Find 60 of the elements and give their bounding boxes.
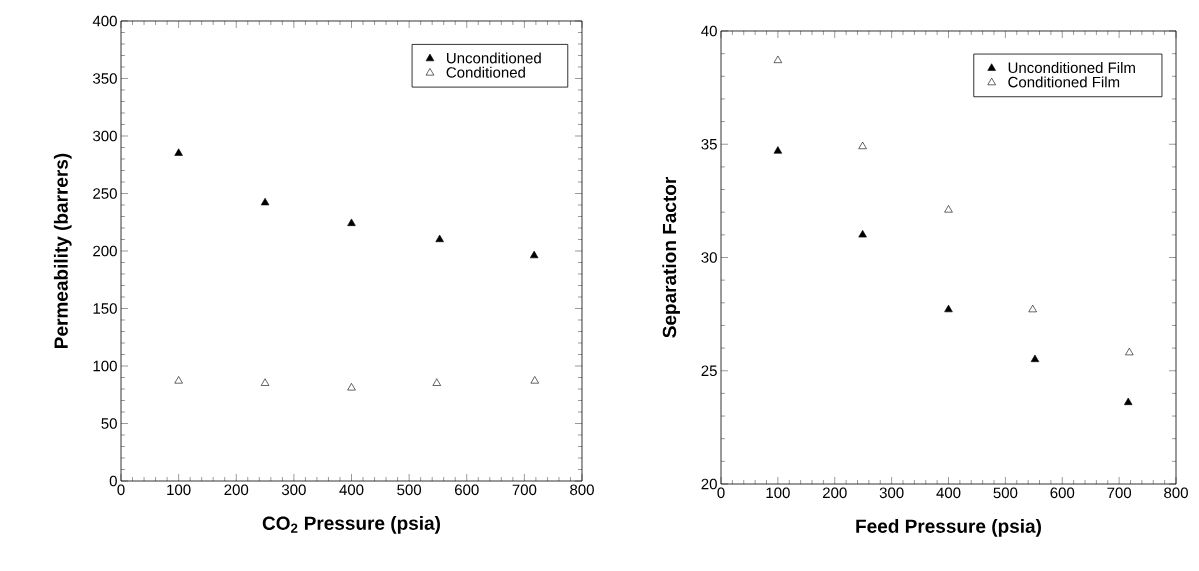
x-tick-label: 600	[1050, 487, 1075, 499]
y-tick-label: 100	[93, 360, 117, 372]
x-tick-label: 800	[570, 484, 594, 496]
point	[1028, 304, 1037, 313]
x-tick-label: 200	[224, 484, 249, 496]
y-tick-label: 20	[701, 478, 717, 490]
x-tick-label: 400	[339, 484, 364, 496]
x-tick-label: 700	[512, 484, 537, 496]
point	[944, 304, 953, 313]
y-axis-title: Permeability (barrers)	[53, 153, 72, 348]
point	[529, 250, 539, 259]
x-tick-label: 700	[1107, 487, 1132, 499]
point	[858, 230, 867, 238]
y-axis-title: Separation Factor	[662, 177, 680, 338]
y-tick-label: 400	[92, 15, 117, 27]
legend-label: Conditioned Film	[1008, 76, 1120, 88]
y-tick-label: 0	[109, 475, 117, 487]
point	[1125, 347, 1134, 356]
x-tick-label: 500	[993, 487, 1018, 499]
y-tick-label: 350	[93, 73, 117, 84]
x-tick-label: 600	[455, 484, 479, 496]
x-axis-title: CO$_{2}$ Pressure (psia)	[262, 515, 440, 534]
point	[530, 376, 539, 384]
y-tick-label: 40	[701, 25, 717, 37]
point	[773, 55, 783, 63]
point	[944, 205, 953, 213]
x-tick-label: 100	[766, 487, 790, 499]
x-tick-label: 0	[117, 484, 125, 496]
y-tick-label: 50	[101, 418, 117, 429]
point	[174, 148, 183, 156]
y-tick-label: 25	[701, 365, 717, 377]
legend-label: Unconditioned Film	[1008, 62, 1135, 74]
point	[347, 218, 356, 226]
x-tick-label: 0	[717, 487, 725, 499]
point	[174, 376, 183, 384]
point	[260, 378, 270, 386]
y-tick-label: 35	[701, 138, 717, 150]
x-tick-label: 300	[879, 487, 904, 499]
x-tick-label: 100	[167, 484, 191, 496]
x-axis-title: Feed Pressure (psia)	[856, 518, 1041, 537]
x-tick-label: 800	[1164, 487, 1188, 499]
point	[1124, 397, 1133, 406]
point	[432, 378, 441, 386]
legend-label: Unconditioned	[447, 52, 541, 64]
point	[1030, 354, 1040, 362]
point	[347, 383, 356, 391]
y-tick-label: 300	[93, 130, 117, 142]
x-tick-label: 400	[936, 487, 961, 499]
point	[858, 141, 867, 150]
legend-label: Conditioned	[446, 66, 525, 78]
point	[773, 146, 783, 154]
x-tick-label: 500	[397, 484, 422, 496]
y-tick-label: 150	[93, 303, 117, 314]
point	[435, 234, 444, 243]
y-tick-label: 250	[93, 188, 117, 199]
x-tick-label: 300	[281, 484, 306, 496]
point	[260, 197, 270, 206]
y-tick-label: 200	[93, 245, 117, 257]
x-tick-label: 200	[823, 487, 847, 499]
y-tick-label: 30	[701, 252, 717, 263]
